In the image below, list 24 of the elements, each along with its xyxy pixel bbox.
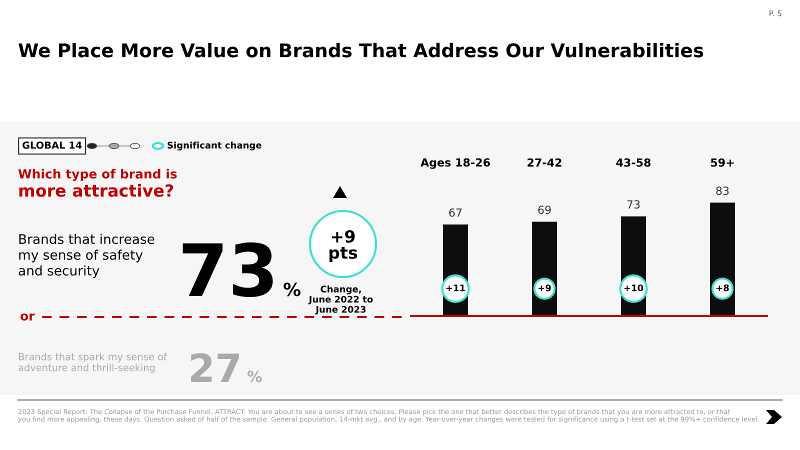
text: Which type of brand is [18, 168, 177, 182]
text: Brands that spark my sense of adventure and thrill-seeking [18, 352, 168, 374]
text: 27% [191, 353, 262, 382]
text: more attractive? [19, 184, 174, 197]
data-label: 73 [627, 200, 640, 209]
text: Brands that increase my sense of safety and security [18, 234, 154, 278]
text: GLOBAL 14 [22, 141, 82, 149]
annotation: +9 [538, 284, 551, 292]
text: +9 pts [329, 230, 358, 262]
text: Change, June 2022 to June 2023 [308, 285, 373, 314]
data-label: 67 [449, 208, 462, 217]
chart-title: We Place More Value on Brands That Address Our Vulnerabilities [18, 42, 704, 58]
text: Significant change [168, 142, 262, 150]
x-tick-label: 59+ [710, 158, 734, 167]
text: or [20, 313, 35, 321]
annotation: +11 [446, 284, 465, 292]
x-tick-label: 43-58 [616, 158, 651, 167]
annotation: +8 [716, 284, 729, 292]
x-tick-label: 27-42 [528, 158, 562, 167]
data-label: 69 [538, 206, 551, 214]
x-tick-label: Ages 18-26 [420, 158, 490, 169]
text: 73% [182, 242, 301, 298]
data-label: 83 [716, 186, 729, 195]
annotation: +10 [624, 284, 644, 292]
